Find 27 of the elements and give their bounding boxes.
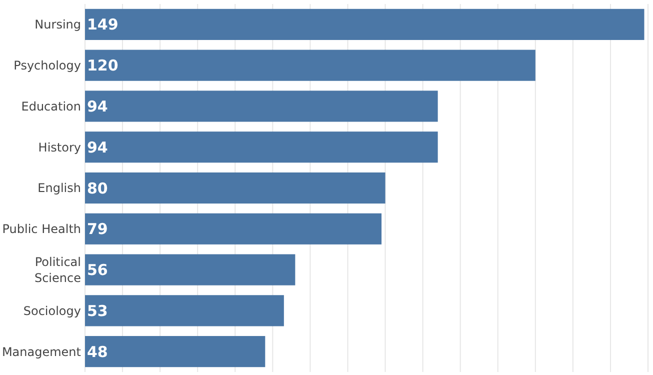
bar [85, 50, 536, 81]
data-label: 120 [87, 56, 118, 75]
bar [85, 213, 382, 244]
y-tick-label: Management [2, 344, 82, 359]
data-label: 48 [87, 342, 108, 361]
y-tick-label: History [38, 140, 81, 154]
data-label: 56 [87, 261, 108, 280]
y-tick-label: Political Science [34, 254, 81, 286]
bar [85, 132, 438, 163]
y-tick-label: Education [21, 99, 81, 114]
y-tick-label: English [38, 181, 81, 196]
bar [85, 172, 386, 204]
data-label: 53 [87, 302, 108, 320]
bar [85, 254, 296, 286]
data-label: 149 [87, 16, 118, 34]
y-tick-label: Psychology [14, 58, 81, 73]
bar [85, 8, 644, 40]
y-tick-label: Sociology [23, 304, 81, 318]
bar [85, 295, 284, 326]
data-label: 80 [87, 179, 108, 198]
bar [85, 336, 266, 368]
data-label: 79 [87, 220, 108, 238]
data-label: 94 [87, 138, 108, 156]
y-tick-label: Nursing [34, 18, 81, 32]
y-tick-label: Public Health [2, 222, 81, 236]
bar [85, 90, 438, 122]
data-label: 94 [87, 97, 108, 116]
